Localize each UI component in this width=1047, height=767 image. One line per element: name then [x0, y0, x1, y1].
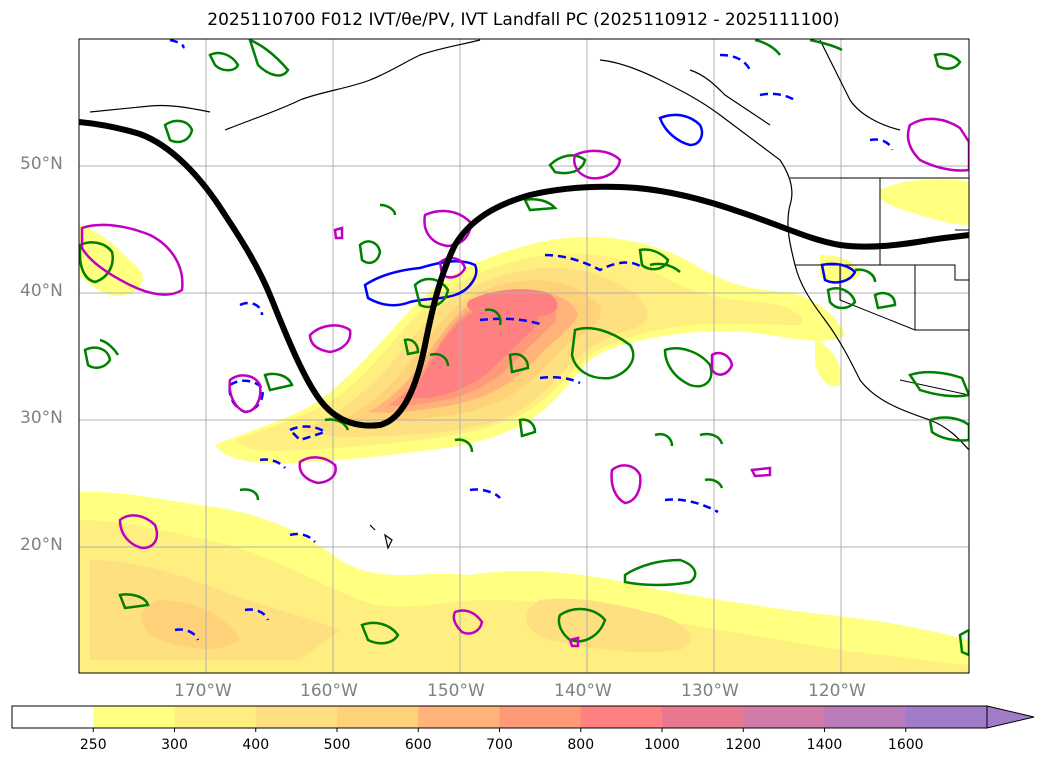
lon-label-150w: 150°W	[427, 681, 485, 701]
ivt-contours	[79, 39, 969, 657]
coastlines	[89, 39, 969, 550]
colorbar-swatch	[662, 706, 744, 728]
colorbar-tick-label: 300	[161, 737, 188, 753]
colorbar-swatch	[255, 706, 338, 728]
colorbar-swatch	[93, 706, 175, 728]
lon-label-140w: 140°W	[554, 681, 612, 701]
colorbar-swatch	[337, 706, 419, 728]
colorbar	[11, 705, 1035, 732]
colorbar-swatch	[499, 706, 582, 728]
colorbar-tick-label: 600	[404, 737, 432, 753]
colorbar-swatch	[12, 706, 94, 728]
lon-label-130w: 130°W	[681, 681, 739, 701]
theta-e-contours	[80, 117, 969, 648]
graticule	[79, 39, 969, 673]
colorbar-tick-label: 400	[242, 737, 270, 753]
map-title: 2025110700 F012 IVT/θe/PV, IVT Landfall …	[207, 10, 840, 30]
lon-label-160w: 160°W	[300, 681, 358, 701]
lat-label-20n: 20°N	[20, 535, 63, 555]
ivt-shading	[79, 179, 969, 673]
lon-label-120w: 120°W	[808, 681, 866, 701]
ivt-landfall-pc-line	[79, 119, 969, 429]
colorbar-swatch	[580, 706, 663, 728]
lat-label-30n: 30°N	[20, 408, 63, 428]
colorbar-swatch	[905, 706, 988, 728]
map-border	[78, 38, 970, 674]
lon-label-170w: 170°W	[174, 681, 232, 701]
colorbar-extend-arrow	[986, 705, 1035, 729]
colorbar-swatch	[174, 706, 257, 728]
colorbar-tick-label: 1200	[725, 737, 762, 753]
colorbar-tick-label: 1000	[644, 737, 680, 753]
colorbar-tick-label: 500	[323, 737, 351, 753]
colorbar-swatch	[743, 706, 825, 728]
lat-label-40n: 40°N	[20, 281, 63, 301]
colorbar-tick-label: 800	[567, 737, 595, 753]
colorbar-swatch	[418, 706, 500, 728]
colorbar-tick-label: 700	[486, 737, 513, 753]
lat-label-50n: 50°N	[20, 154, 63, 174]
colorbar-tick-label: 250	[79, 737, 107, 753]
colorbar-tick-label: 1400	[806, 737, 843, 753]
colorbar-tick-label: 1600	[887, 737, 924, 753]
pv-contours	[169, 39, 894, 641]
colorbar-swatch	[824, 706, 907, 728]
